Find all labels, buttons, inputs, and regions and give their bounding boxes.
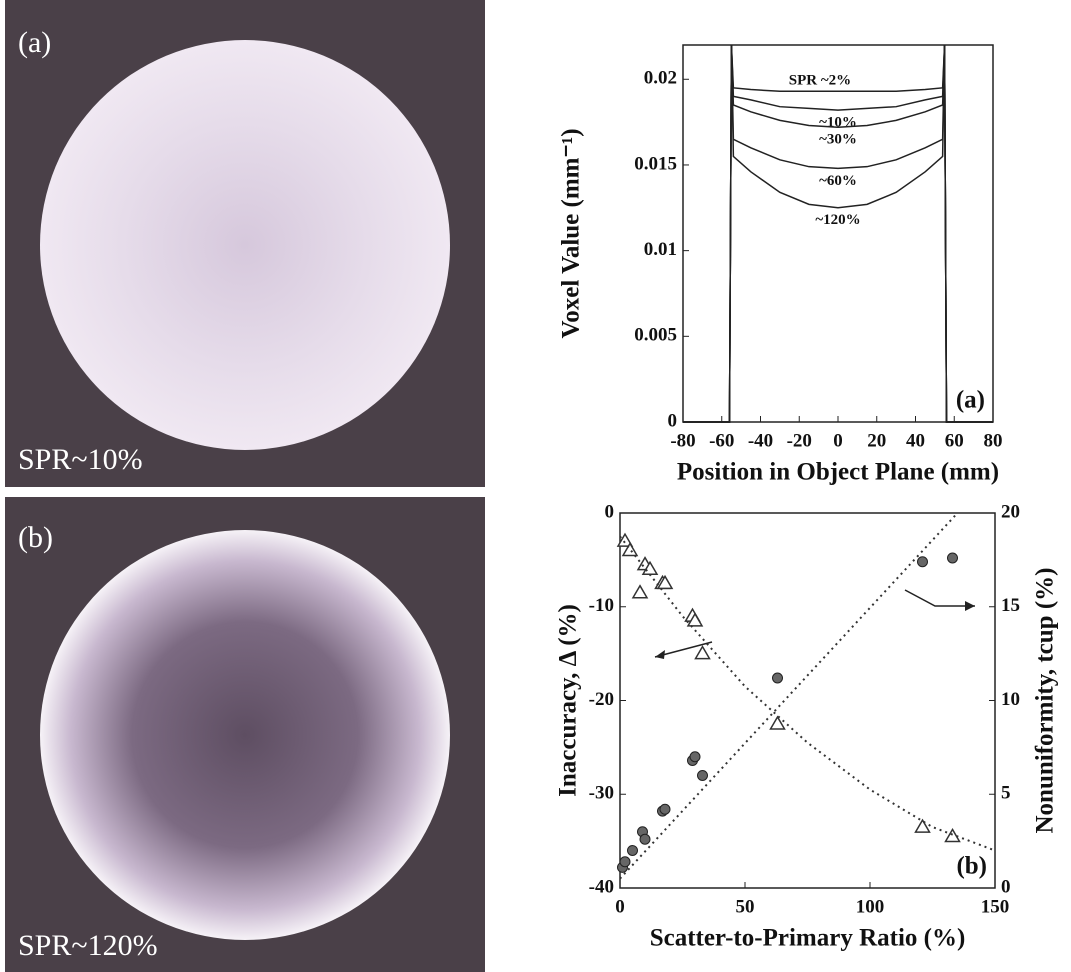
phantom-b: [40, 530, 450, 940]
image-caption: SPR~10%: [18, 443, 143, 476]
plot-frame: [619, 512, 996, 889]
point: [639, 833, 651, 845]
y-tick-label: -40: [589, 876, 614, 897]
point: [697, 770, 708, 781]
y2-tick-label: 15: [1001, 595, 1020, 616]
y2-tick-label: 20: [1001, 501, 1020, 522]
arrow: [904, 589, 975, 607]
y2-tick-label: 0: [1001, 876, 1011, 897]
y-tick-label: 0: [668, 410, 678, 431]
x-tick-label: -40: [748, 430, 773, 451]
x-tick-label: 40: [906, 430, 925, 451]
x-tick-label: 0: [833, 430, 843, 451]
x-tick-label: 80: [984, 430, 1003, 451]
x-tick-label: 50: [736, 896, 755, 917]
x-tick-label: -80: [670, 430, 695, 451]
point: [616, 532, 634, 547]
fit-line: [619, 535, 996, 852]
phantom-a: [40, 40, 450, 450]
curve-label: ~60%: [819, 173, 857, 189]
panel-label: (b): [956, 853, 987, 880]
image-label: (b): [18, 521, 53, 554]
curve-label: SPR ~2%: [789, 73, 851, 89]
point: [686, 612, 704, 627]
y-tick-label: 0.015: [634, 153, 677, 174]
y-tick-label: 0.005: [634, 325, 677, 346]
image-label: (a): [18, 26, 51, 59]
y-tick-label: 0.02: [644, 68, 677, 89]
chart-b: 0 50 100 150 -40 -30 -20 -10 0 0 5 10 15 20 Scatter-to…: [555, 501, 1059, 951]
point: [631, 584, 649, 599]
x-tick-label: 60: [945, 430, 964, 451]
point: [694, 645, 711, 660]
point: [627, 845, 638, 856]
x-axis-label: Scatter-to-Primary Ratio (%): [650, 925, 966, 952]
curve-label: ~30%: [819, 132, 857, 148]
y-axis-label: Voxel Value (mm⁻¹): [558, 128, 585, 338]
point: [621, 542, 639, 557]
x-tick-label: 0: [615, 896, 625, 917]
panel-label: (a): [956, 387, 985, 414]
x-tick-label: 100: [856, 896, 885, 917]
y2-tick-label: 10: [1001, 689, 1020, 710]
y-tick-label: 0.01: [644, 239, 677, 260]
point: [689, 751, 701, 763]
x-tick-label: 20: [867, 430, 886, 451]
arrowhead: [965, 601, 975, 611]
fit-line: [619, 512, 959, 880]
profile-line: [683, 44, 993, 423]
arrowhead: [655, 650, 665, 659]
point: [914, 818, 931, 833]
chart-a: -80 -60 -40 -20 0 20 40 60 80 0 0.005 0.01 0.015 0.02…: [558, 44, 1003, 486]
y2-axis-label: Nonuniformity, tcup (%): [1032, 568, 1059, 834]
point: [619, 856, 631, 868]
x-tick-label: -20: [787, 430, 812, 451]
y-axis-label: Inaccuracy, Δ (%): [555, 604, 582, 797]
point: [944, 827, 961, 843]
y-tick-label: -20: [589, 689, 614, 710]
point: [769, 715, 786, 730]
y2-tick-label: 5: [1001, 783, 1011, 804]
x-tick-label: 150: [981, 896, 1010, 917]
point: [659, 803, 671, 815]
curve-label: ~120%: [815, 212, 860, 228]
point: [772, 672, 783, 684]
point: [947, 552, 958, 564]
x-axis-label: Position in Object Plane (mm): [677, 459, 999, 486]
curve-label: ~10%: [819, 115, 857, 131]
y-tick-label: 0: [605, 501, 615, 522]
point: [917, 556, 928, 568]
y-tick-label: -10: [589, 595, 614, 616]
x-tick-label: -60: [709, 430, 734, 451]
y-tick-label: -30: [589, 783, 614, 804]
point: [656, 574, 674, 590]
image-caption: SPR~120%: [18, 929, 158, 962]
